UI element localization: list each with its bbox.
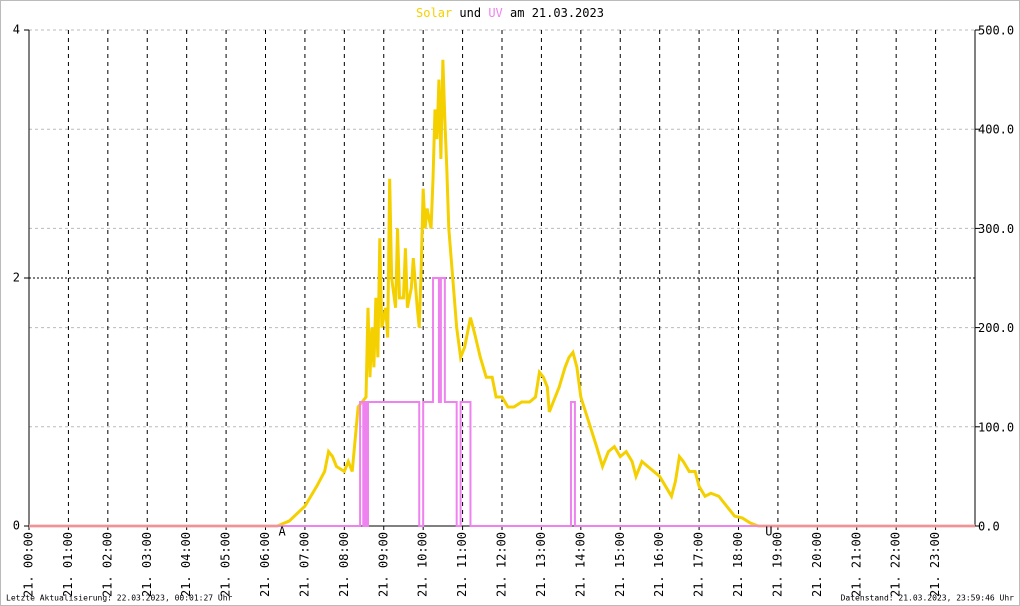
- x-tick-label: 21. 13:00: [534, 532, 548, 597]
- x-tick-label: 21. 16:00: [652, 532, 666, 597]
- y-tick-label: 4: [13, 23, 20, 37]
- y2-tick-label: 400.0: [978, 123, 1014, 137]
- y-tick-label: 0: [13, 519, 20, 533]
- x-tick-label: 21. 15:00: [613, 532, 627, 597]
- x-tick-label: 21. 12:00: [495, 532, 509, 597]
- title-part: am 21.03.2023: [510, 6, 604, 20]
- x-tick-label: 21. 07:00: [297, 532, 311, 597]
- x-tick-label: 21. 20:00: [810, 532, 824, 597]
- x-tick-label: 21. 21:00: [849, 532, 863, 597]
- x-tick-label: 21. 00:00: [22, 532, 36, 597]
- x-tick-label: 21. 09:00: [376, 532, 390, 597]
- x-tick-label: 21. 11:00: [455, 532, 469, 597]
- y2-tick-label: 200.0: [978, 321, 1014, 335]
- footer-left: Letzte Aktualisierung: 22.03.2023, 00:01…: [6, 594, 233, 603]
- x-tick-label: 21. 02:00: [100, 532, 114, 597]
- annotation: A: [278, 525, 286, 539]
- x-tick-label: 21. 23:00: [928, 532, 942, 597]
- title-uv: UV: [488, 6, 502, 20]
- x-tick-label: 21. 14:00: [573, 532, 587, 597]
- x-tick-label: 21. 19:00: [770, 532, 784, 597]
- x-tick-label: 21. 04:00: [179, 532, 193, 597]
- annotation: U: [765, 525, 772, 539]
- footer-right: Datenstand: 21.03.2023, 23:59:46 Uhr: [841, 594, 1015, 603]
- series-line: [29, 277, 975, 527]
- y2-tick-label: 100.0: [978, 420, 1014, 434]
- title-solar: Solar: [416, 6, 452, 20]
- x-tick-label: 21. 03:00: [140, 532, 154, 597]
- x-tick-label: 21. 22:00: [889, 532, 903, 597]
- x-tick-label: 21. 05:00: [219, 532, 233, 597]
- x-tick-label: 21. 08:00: [337, 532, 351, 597]
- y-tick-label: 2: [13, 271, 20, 285]
- x-tick-label: 21. 17:00: [692, 532, 706, 597]
- x-tick-label: 21. 18:00: [731, 532, 745, 597]
- x-tick-label: 21. 06:00: [258, 532, 272, 597]
- chart-title: Solar und UV am 21.03.2023: [416, 6, 604, 20]
- y2-tick-label: 500.0: [978, 24, 1014, 38]
- x-tick-label: 21. 10:00: [416, 532, 430, 597]
- x-tick-label: 21. 01:00: [61, 532, 75, 597]
- title-part: und: [459, 6, 481, 20]
- y2-tick-label: 0.0: [978, 520, 1000, 534]
- y2-tick-label: 300.0: [978, 222, 1014, 236]
- series-line: [29, 59, 975, 528]
